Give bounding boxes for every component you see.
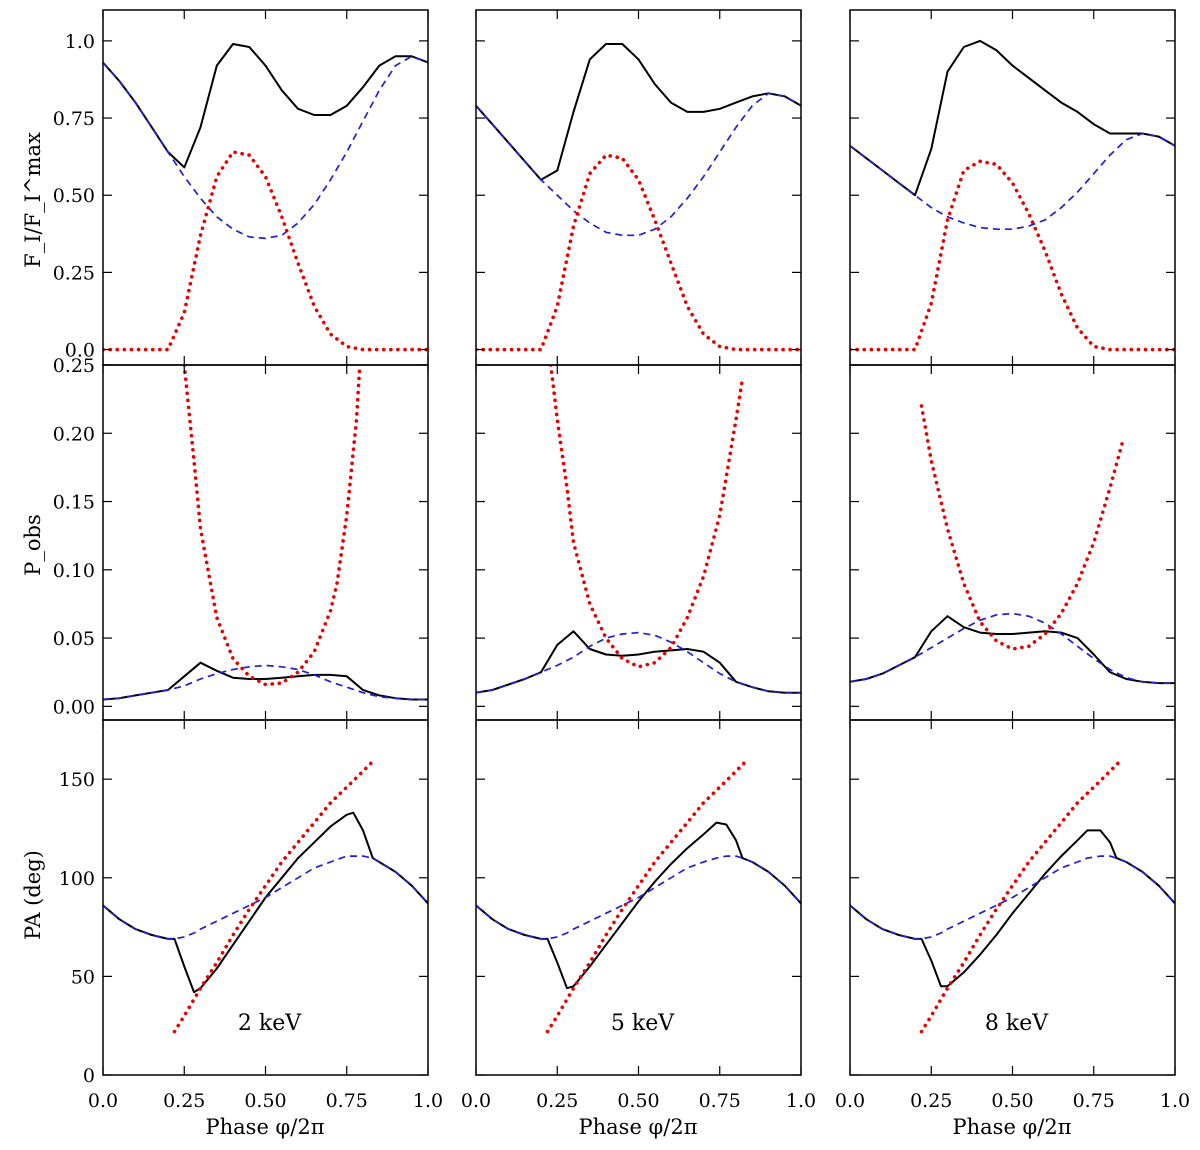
series-line-dashed	[476, 855, 801, 940]
series-line-solid	[850, 39, 1175, 197]
plot-frame	[849, 364, 1176, 721]
series-group	[103, 759, 428, 1034]
panel-flux-8keV	[849, 9, 1176, 366]
series-line-dashed	[850, 612, 1175, 684]
x-tick-label: 0.0	[88, 1090, 118, 1112]
panels-group: 0.00.250.500.751.00.000.050.100.150.200.…	[53, 9, 1190, 1112]
y-tick-label: 100	[59, 868, 95, 890]
energy-label: 2 keV	[238, 1011, 302, 1036]
panel-flux-5keV	[475, 9, 802, 366]
x-tick-label: 0.25	[910, 1090, 952, 1112]
series-line-solid	[850, 615, 1175, 685]
series-line-solid	[103, 811, 428, 994]
series-group	[476, 43, 801, 352]
y-tick-label: 0.15	[53, 492, 95, 514]
x-tick-label: 0.25	[536, 1090, 578, 1112]
energy-label: 5 keV	[611, 1011, 675, 1036]
y-tick-label: 0.05	[53, 628, 95, 650]
series-line-dotted	[172, 759, 375, 1034]
panel-flux-2keV: 0.0 0.25 0.50 0.75 1.0	[53, 9, 429, 366]
energy-label: 8 keV	[985, 1011, 1049, 1036]
plot-frame	[475, 9, 802, 366]
x-axis-title-col1: Phase φ/2π	[206, 1115, 325, 1139]
series-line-solid	[476, 630, 801, 694]
x-tick-label: 1.0	[786, 1090, 816, 1112]
y-tick-label: 50	[71, 966, 95, 988]
y-tick-label: 0.25	[53, 262, 95, 284]
y-tick-label: 0.00	[53, 696, 95, 718]
x-tick-label: 0.50	[991, 1090, 1033, 1112]
panel-pa-8keV: 0.0 0.25 0.50 0.75 1.0 8 keV	[835, 719, 1190, 1112]
series-group	[103, 365, 428, 701]
y-tick-label: 0.20	[53, 423, 95, 445]
y-tick-label: 0.25	[53, 355, 95, 377]
x-tick-label: 0.75	[1073, 1090, 1115, 1112]
y-axis-title-pa: PA (deg)	[21, 850, 45, 940]
x-tick-label: 0.75	[699, 1090, 741, 1112]
y-tick-label: 0.75	[53, 108, 95, 130]
series-group	[103, 43, 428, 352]
x-tick-label: 1.0	[413, 1090, 443, 1112]
series-group	[850, 759, 1175, 1034]
series-group	[850, 404, 1175, 685]
y-tick-label: 0.50	[53, 185, 95, 207]
series-line-solid	[103, 43, 428, 169]
series-line-dotted	[549, 365, 745, 669]
panel-pol-8keV	[849, 364, 1176, 721]
series-line-dashed	[103, 55, 428, 240]
series-group	[476, 365, 801, 694]
series-line-dotted	[850, 159, 1175, 352]
plot-frame	[102, 364, 429, 721]
x-tick-label: 0.50	[244, 1090, 286, 1112]
series-line-dotted	[919, 404, 1125, 651]
x-tick-label: 0.0	[835, 1090, 865, 1112]
y-axis-title-pol: P_obs	[21, 514, 45, 576]
y-tick-label: 0.0	[65, 340, 95, 362]
y-axis-title-flux: F_I/F_I^max	[21, 132, 45, 268]
series-line-solid	[103, 661, 428, 701]
y-tick-label: 1.0	[65, 31, 95, 53]
x-axis-title-col3: Phase φ/2π	[953, 1115, 1072, 1139]
series-line-dashed	[476, 631, 801, 694]
plot-frame	[475, 364, 802, 721]
series-line-dotted	[103, 150, 428, 352]
series-line-dotted	[545, 759, 748, 1034]
series-line-dashed	[476, 92, 801, 237]
series-group	[850, 39, 1175, 352]
plot-frame	[102, 9, 429, 366]
series-line-dashed	[850, 132, 1175, 231]
x-tick-label: 0.50	[617, 1090, 659, 1112]
series-line-dashed	[850, 855, 1175, 940]
panel-pa-2keV: 0.0 0.25 0.50 0.75 1.0 0 50 100 150 2 keV	[59, 719, 443, 1112]
series-line-dashed	[103, 664, 428, 701]
series-line-solid	[850, 829, 1175, 988]
y-tick-label: 0	[83, 1065, 95, 1087]
y-tick-label: 150	[59, 769, 95, 791]
series-group	[476, 759, 801, 1034]
panel-pol-5keV	[475, 364, 802, 721]
panel-pa-5keV: 0.0 0.25 0.50 0.75 1.0 5 keV	[461, 719, 816, 1112]
series-line-solid	[476, 43, 801, 181]
x-tick-label: 0.0	[461, 1090, 491, 1112]
x-tick-label: 1.0	[1160, 1090, 1190, 1112]
series-line-dashed	[103, 855, 428, 940]
panel-pol-2keV: 0.00 0.05 0.10 0.15 0.20 0.25	[53, 355, 429, 721]
series-line-dotted	[919, 759, 1122, 1034]
series-line-solid	[476, 821, 801, 990]
x-tick-label: 0.75	[326, 1090, 368, 1112]
x-tick-label: 0.25	[163, 1090, 205, 1112]
y-tick-label: 0.10	[53, 560, 95, 582]
x-axis-title-col2: Phase φ/2π	[579, 1115, 698, 1139]
plot-frame	[849, 9, 1176, 366]
series-line-dotted	[182, 365, 362, 687]
series-line-dotted	[476, 153, 801, 352]
